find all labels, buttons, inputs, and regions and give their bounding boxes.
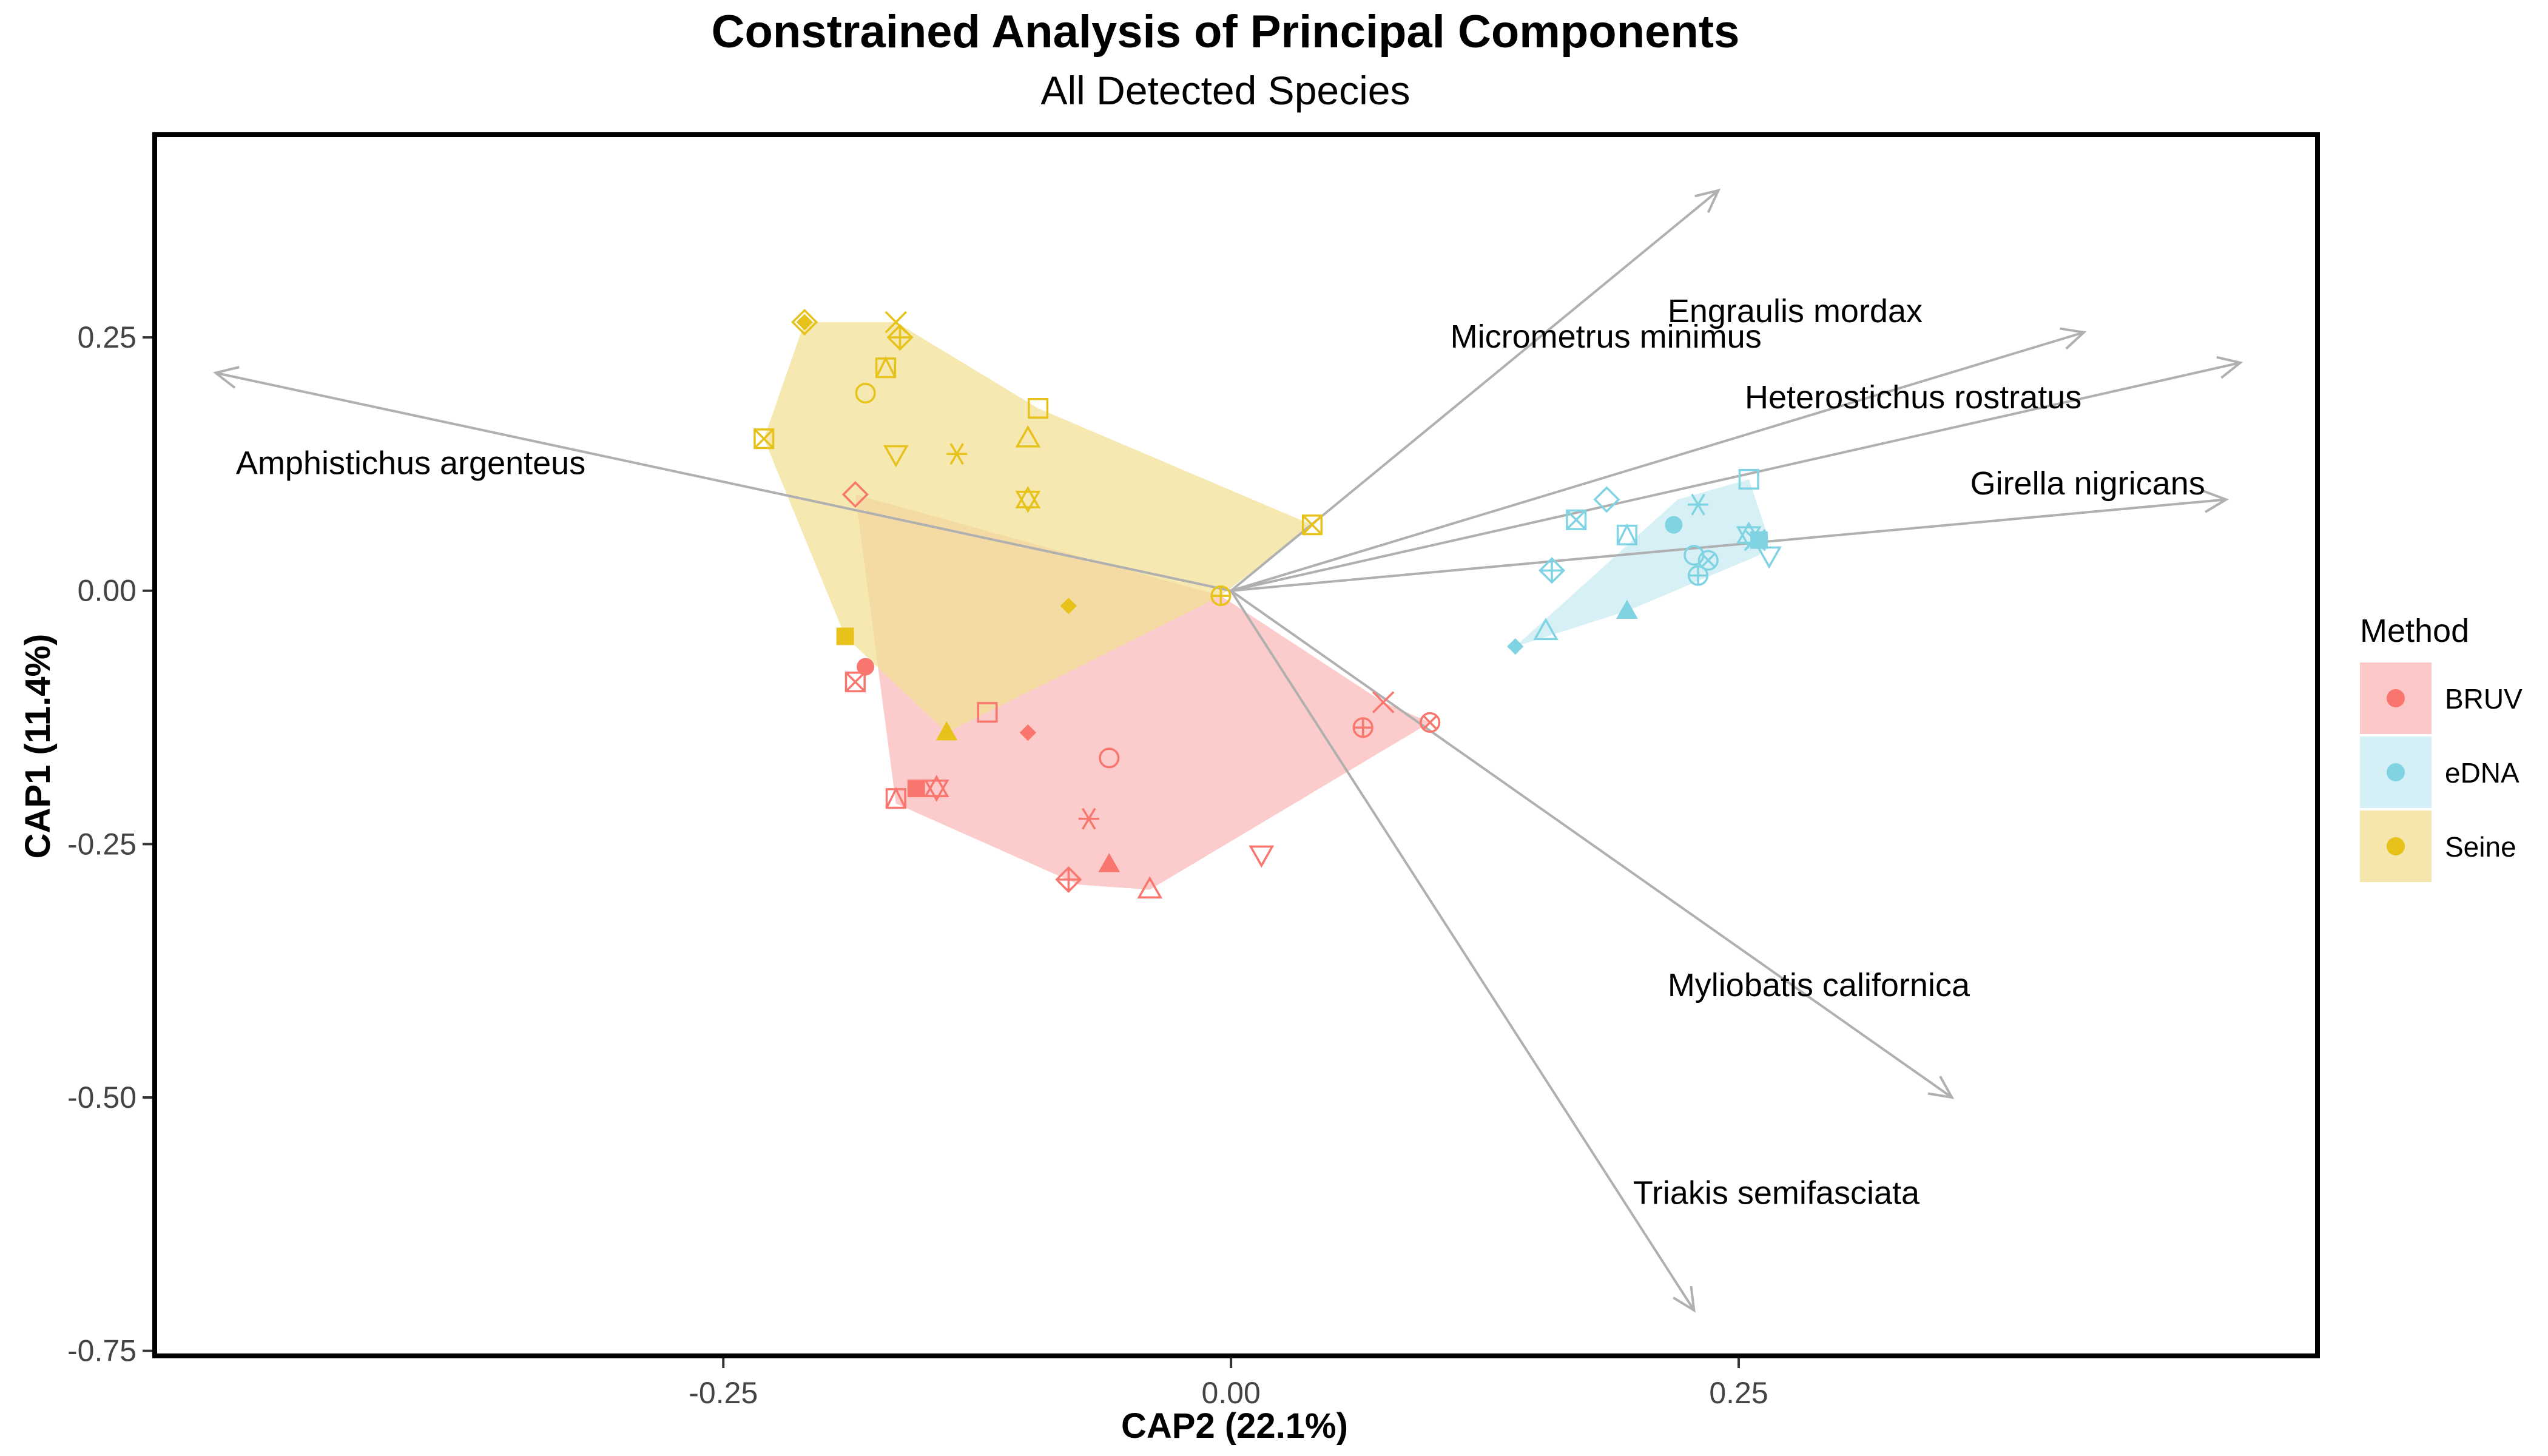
species-label: Girella nigricans bbox=[1970, 465, 2205, 502]
y-axis-ticks: 0.25 0.00 -0.25 -0.50 -0.75 bbox=[67, 320, 152, 1368]
point-bruv-circle-plus bbox=[1352, 717, 1373, 738]
point-bruv-circle-open bbox=[1099, 747, 1120, 769]
species-arrow bbox=[215, 371, 1232, 592]
y-tick-label: 0.25 bbox=[78, 320, 136, 354]
species-label: Engraulis mordax bbox=[1668, 293, 1923, 329]
legend-label: eDNA bbox=[2445, 757, 2519, 789]
point-seine-square-x bbox=[753, 428, 775, 450]
point-bruv-circle-filled bbox=[857, 658, 875, 676]
species-label: Myliobatis californica bbox=[1668, 967, 1970, 1003]
legend: Method BRUV eDNA Seine bbox=[2360, 613, 2523, 882]
point-edna-diamond-plus bbox=[1538, 557, 1566, 584]
x-tick-label: 0.25 bbox=[1709, 1376, 1768, 1410]
arrow-head bbox=[1694, 188, 1721, 214]
point-seine-star-of-david bbox=[1015, 486, 1041, 513]
x-tick-label: 0.00 bbox=[1201, 1376, 1260, 1410]
plot-panel-border bbox=[152, 132, 2320, 1358]
point-bruv-diamond-open bbox=[841, 481, 869, 508]
arrow-head bbox=[212, 366, 240, 389]
point-seine-triangle-down-open bbox=[883, 445, 909, 468]
arrow-head bbox=[1927, 1076, 1955, 1099]
point-seine-diamond-filled bbox=[1060, 598, 1077, 615]
x-axis-title: CAP2 (22.1%) bbox=[1121, 1406, 1348, 1446]
point-bruv-square-filled bbox=[907, 780, 925, 797]
y-tick-label: -0.75 bbox=[67, 1334, 136, 1368]
point-seine-square-triangle bbox=[875, 356, 897, 379]
point-edna-triangle-down-open bbox=[1756, 546, 1782, 569]
point-seine-diamond-plus bbox=[886, 324, 914, 351]
legend-label: Seine bbox=[2445, 831, 2516, 863]
legend-key-dot bbox=[2387, 763, 2405, 781]
legend-item-seine: Seine bbox=[2360, 811, 2516, 882]
species-label: Micrometrus minimus bbox=[1451, 318, 1762, 355]
y-tick-label: 0.00 bbox=[78, 574, 136, 608]
hull-seine bbox=[764, 322, 1313, 733]
point-edna-circle-filled bbox=[1665, 516, 1683, 534]
species-label: Triakis semifasciata bbox=[1633, 1175, 1920, 1211]
species-arrow bbox=[1230, 590, 1953, 1099]
point-edna-triangle-open bbox=[1533, 618, 1559, 641]
legend-key-dot bbox=[2387, 837, 2405, 855]
point-bruv-square-triangle bbox=[885, 786, 906, 809]
x-axis-ticks: -0.25 0.00 0.25 bbox=[689, 1358, 1768, 1410]
point-seine-asterisk bbox=[946, 443, 968, 465]
point-seine-diamond-filled bbox=[796, 314, 813, 331]
species-labels: Amphistichus argenteus Micrometrus minimu… bbox=[236, 293, 2205, 1211]
point-seine-circle-open bbox=[855, 382, 876, 404]
point-edna-square-triangle bbox=[1616, 523, 1637, 545]
species-label: Heterostichus rostratus bbox=[1745, 379, 2081, 416]
hull-edna bbox=[1515, 479, 1770, 647]
species-arrow bbox=[1230, 498, 2226, 592]
point-bruv-square-x bbox=[844, 672, 866, 693]
legend-item-bruv: BRUV bbox=[2360, 662, 2523, 734]
chart-subtitle: All Detected Species bbox=[1041, 68, 1410, 113]
point-edna-diamond-filled bbox=[1507, 638, 1524, 655]
y-tick-label: -0.50 bbox=[67, 1080, 136, 1114]
point-bruv-triangle-filled bbox=[1098, 853, 1121, 872]
point-seine-square-filled bbox=[836, 627, 854, 645]
point-seine-circle-plus bbox=[1210, 585, 1232, 607]
point-seine-triangle-filled bbox=[935, 721, 958, 741]
arrow-head bbox=[2203, 490, 2229, 513]
point-edna-diamond-open bbox=[1593, 486, 1620, 513]
point-seine-diamond-open bbox=[791, 309, 818, 336]
arrow-head bbox=[2060, 327, 2087, 350]
species-arrow bbox=[1230, 361, 2241, 592]
point-seine-triangle-open bbox=[1015, 425, 1041, 448]
point-seine-square-x bbox=[1301, 514, 1323, 536]
point-bruv-diamond-filled bbox=[1019, 724, 1036, 741]
point-edna-asterisk bbox=[1688, 493, 1709, 516]
point-bruv-asterisk bbox=[1078, 807, 1099, 830]
point-bruv-triangle-open bbox=[1137, 876, 1163, 899]
legend-label: BRUV bbox=[2445, 683, 2523, 715]
y-tick-label: -0.25 bbox=[67, 827, 136, 861]
point-edna-square-filled bbox=[1750, 531, 1768, 549]
point-bruv-circle-x bbox=[1420, 712, 1441, 733]
point-bruv-square-open bbox=[977, 702, 998, 723]
arrow-head bbox=[2216, 356, 2243, 379]
species-arrow bbox=[1230, 331, 2085, 592]
point-bruv-cross bbox=[1372, 691, 1395, 713]
point-bruv-star-of-david bbox=[923, 775, 949, 802]
legend-title: Method bbox=[2360, 613, 2469, 649]
x-tick-label: -0.25 bbox=[689, 1376, 758, 1410]
point-bruv-diamond-plus bbox=[1055, 866, 1082, 893]
point-seine-square-open bbox=[1028, 397, 1049, 419]
y-axis-title: CAP1 (11.4%) bbox=[18, 634, 58, 859]
method-hulls bbox=[764, 322, 1770, 890]
species-label: Amphistichus argenteus bbox=[236, 445, 585, 482]
legend-key-dot bbox=[2387, 689, 2405, 707]
point-edna-square-x bbox=[1566, 509, 1587, 530]
arrow-head bbox=[1673, 1286, 1696, 1313]
point-edna-triangle-filled bbox=[1616, 599, 1638, 619]
species-arrow bbox=[1230, 590, 1696, 1311]
legend-item-edna: eDNA bbox=[2360, 736, 2519, 808]
point-edna-square-open bbox=[1738, 468, 1759, 490]
point-bruv-triangle-down-open bbox=[1249, 845, 1275, 868]
chart-title: Constrained Analysis of Principal Compon… bbox=[712, 6, 1740, 58]
point-edna-circle-plus bbox=[1687, 565, 1709, 586]
point-edna-circle-x bbox=[1697, 550, 1719, 571]
sample-points bbox=[753, 309, 1782, 899]
